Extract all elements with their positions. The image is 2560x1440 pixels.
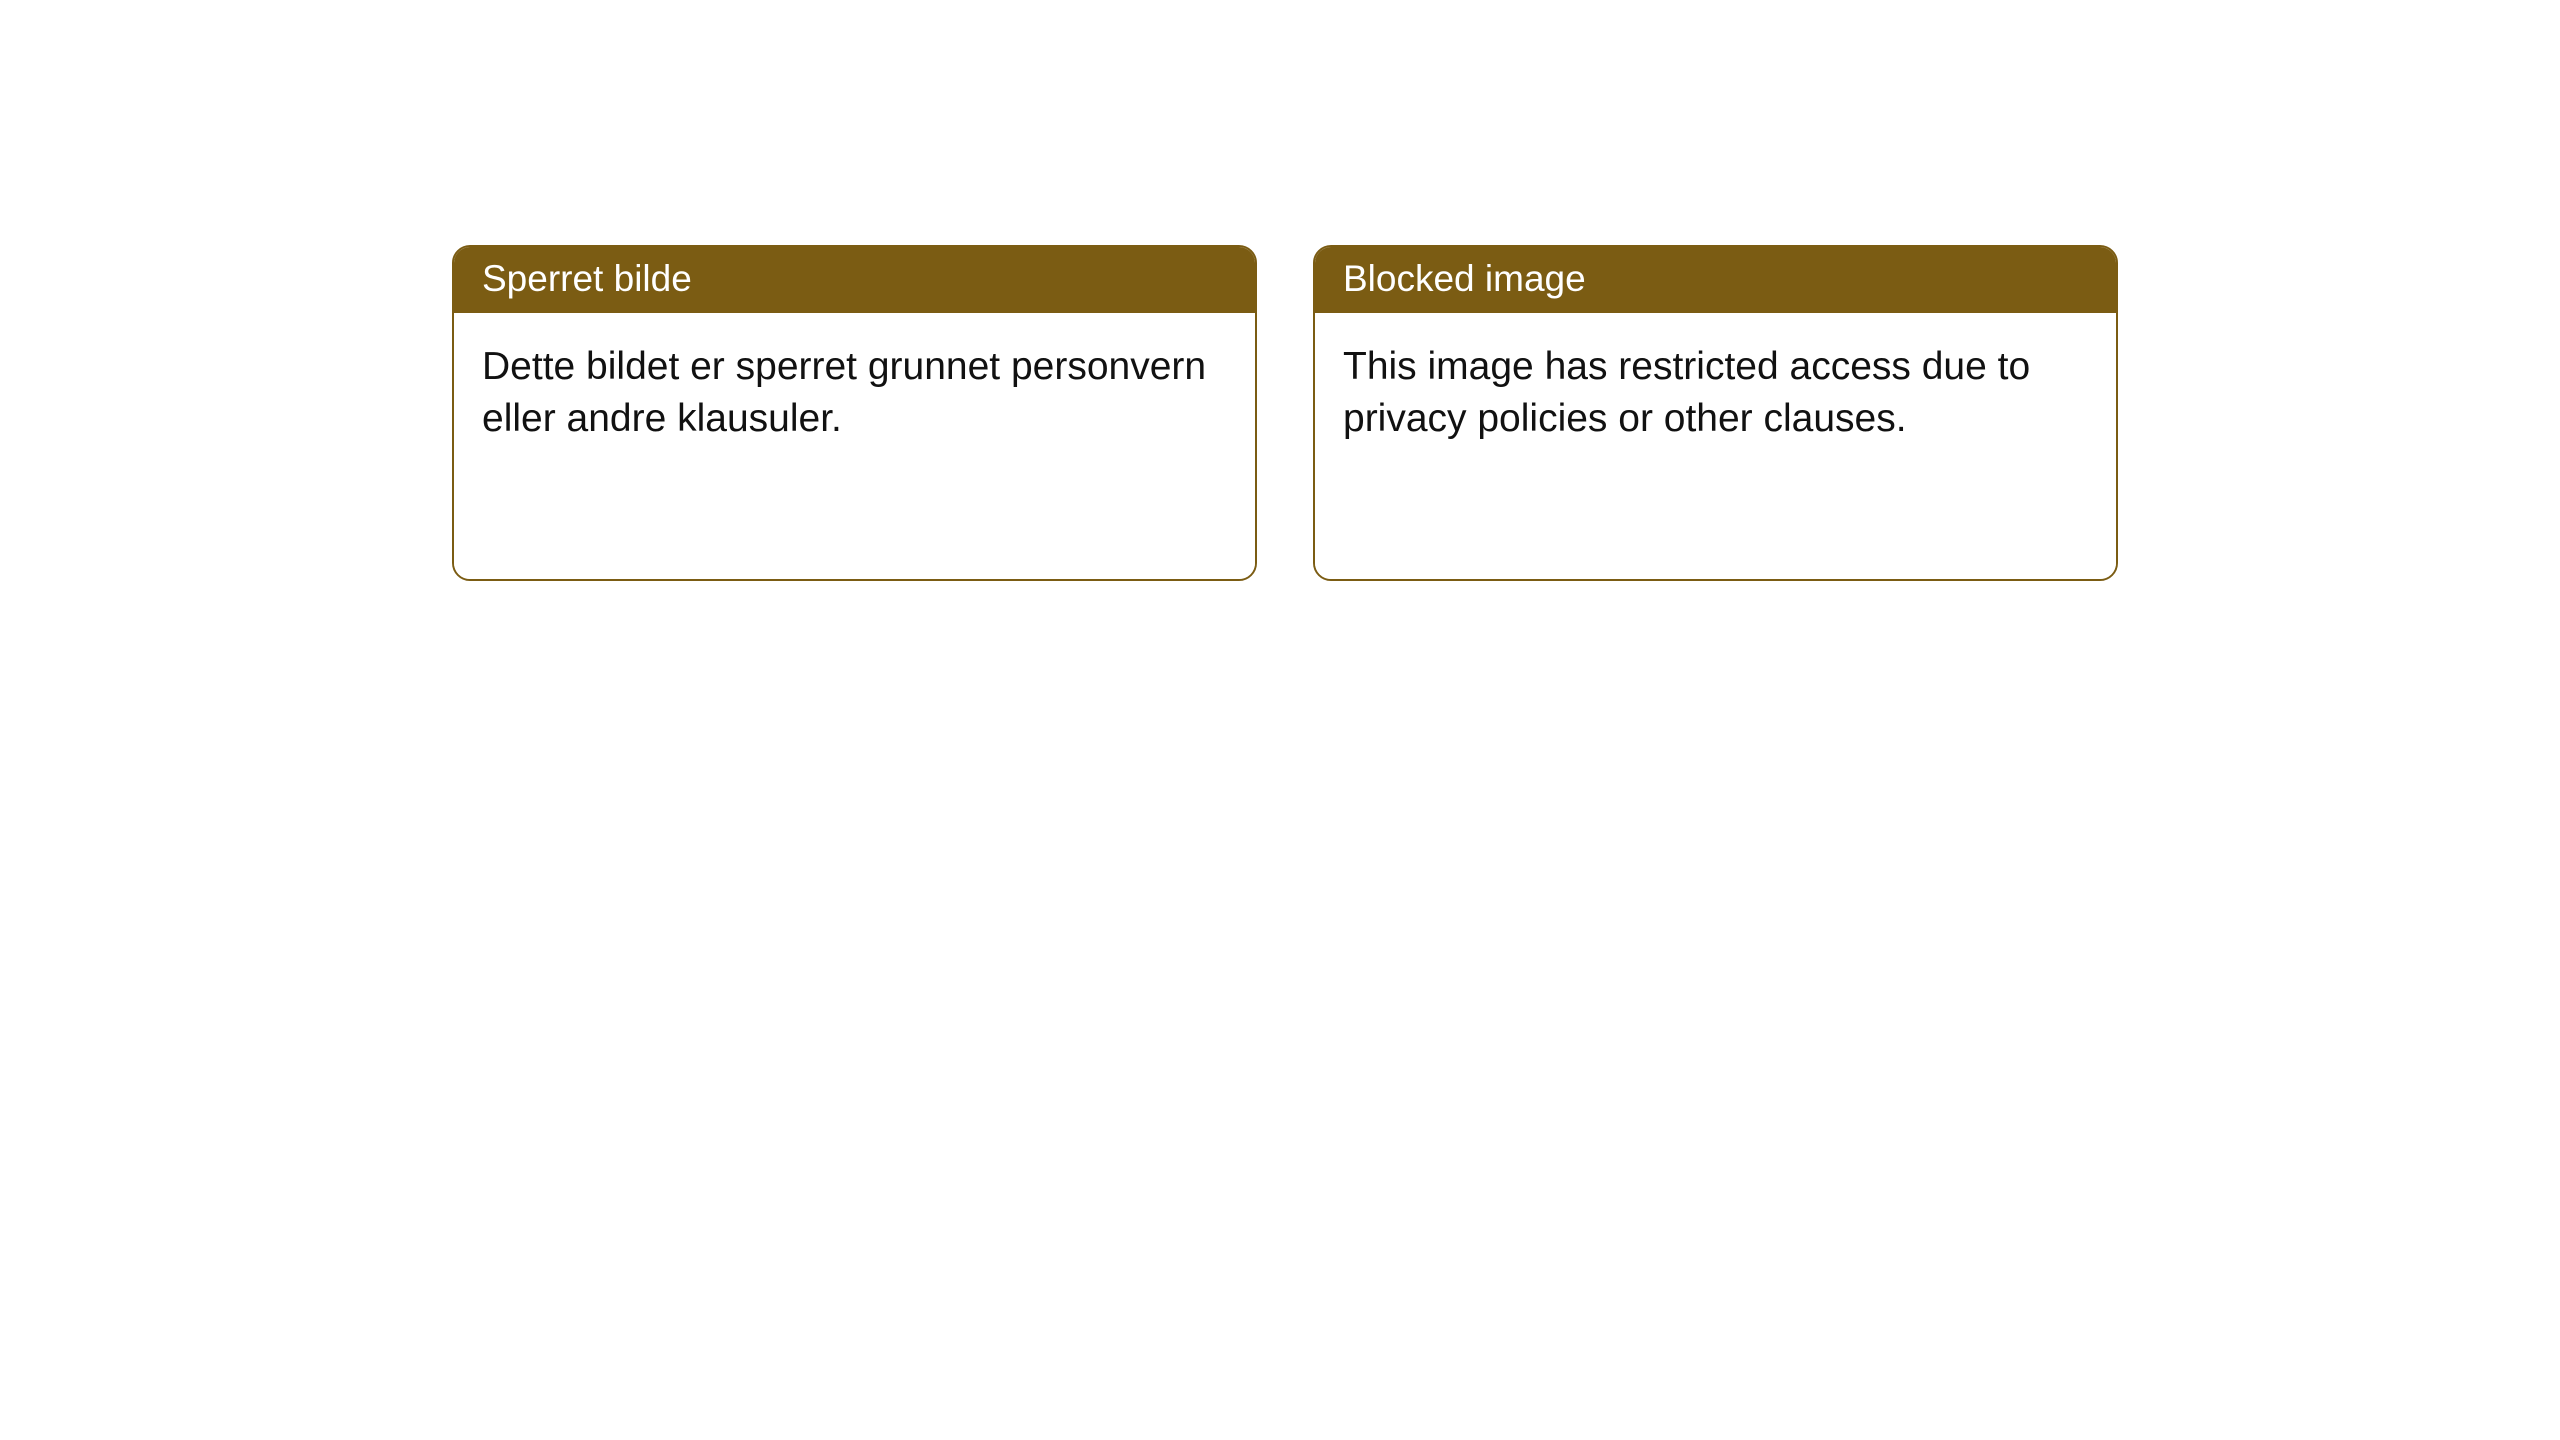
notice-body: This image has restricted access due to … [1315,313,2116,579]
notice-message: This image has restricted access due to … [1343,345,2030,439]
notice-card-english: Blocked image This image has restricted … [1313,245,2118,581]
notice-header: Blocked image [1315,247,2116,313]
notice-card-norwegian: Sperret bilde Dette bildet er sperret gr… [452,245,1257,581]
notice-message: Dette bildet er sperret grunnet personve… [482,345,1206,439]
notice-title: Blocked image [1343,258,1586,299]
notice-body: Dette bildet er sperret grunnet personve… [454,313,1255,579]
notice-header: Sperret bilde [454,247,1255,313]
notice-container: Sperret bilde Dette bildet er sperret gr… [0,0,2560,581]
notice-title: Sperret bilde [482,258,692,299]
